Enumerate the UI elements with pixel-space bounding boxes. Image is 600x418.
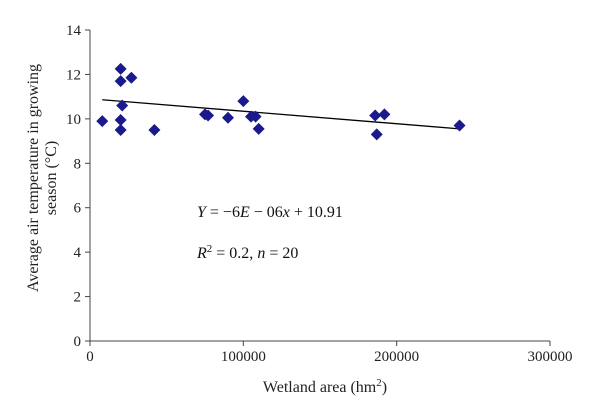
y-axis-label: Average air temperature in growing seaso… [25,64,60,292]
data-point [370,128,383,141]
data-point [125,71,138,84]
data-point [252,122,265,135]
y-tick-label: 0 [74,334,82,350]
data-point [96,115,109,128]
trend-line [102,99,460,130]
y-axis-label-line-2: season (°C) [43,141,60,215]
axes: 0 2 4 6 8 10 12 14 0 100000 200000 300000 [66,23,573,365]
data-point [148,123,161,136]
x-tick-label: 100000 [221,349,266,365]
data-point [202,109,215,122]
y-axis-label-line-1: Average air temperature in growing [25,64,42,292]
x-tick-label: 300000 [528,349,573,365]
y-tick-label: 8 [74,156,82,172]
data-point [237,95,250,108]
y-tick-label: 12 [66,67,81,83]
x-tick-label: 200000 [374,349,419,365]
regression-equation: Y = −6E − 06x + 10.91 [197,204,343,221]
x-tick-label: 0 [86,349,94,365]
data-point [114,75,127,88]
y-tick-label: 10 [66,112,81,128]
data-points [96,62,466,141]
data-point [453,119,466,132]
data-point [378,108,391,121]
y-tick-label: 6 [74,201,82,217]
data-point [114,62,127,75]
y-tick-label: 2 [74,290,82,306]
data-point [369,109,382,122]
data-point [114,123,127,136]
data-point [114,113,127,126]
x-axis-label: Wetland area (hm2) [263,377,387,396]
data-point [116,99,129,112]
r-squared-annotation: R2 = 0.2, n = 20 [196,243,298,262]
y-tick-label: 14 [66,23,82,39]
y-tick-label: 4 [74,245,82,261]
data-point [249,110,262,123]
data-point [222,111,234,124]
